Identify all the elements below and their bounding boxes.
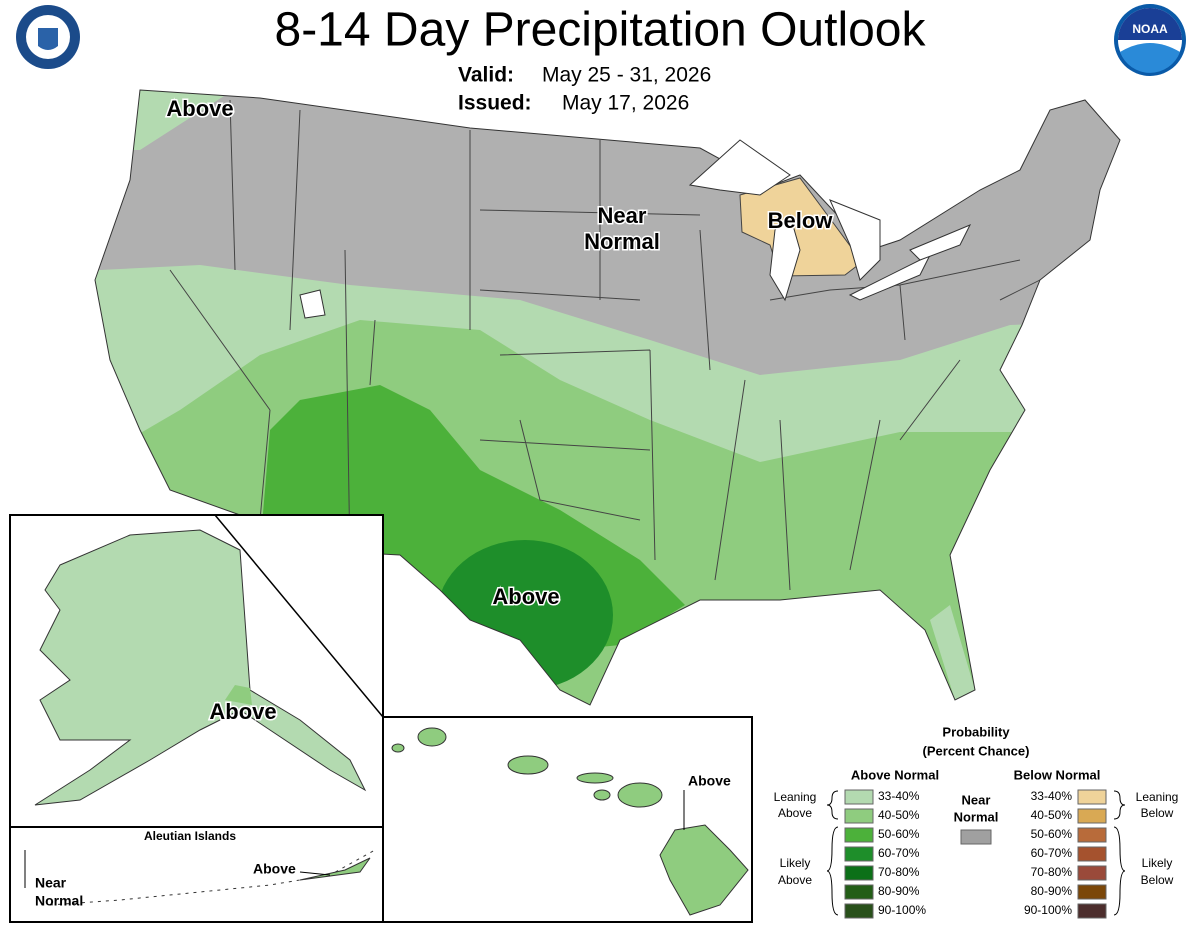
- map-label: Normal: [584, 229, 660, 254]
- map-label: Above: [492, 584, 559, 609]
- map-label: Above: [209, 699, 276, 724]
- legend-swatch: [1077, 903, 1107, 919]
- legend-swatch: [960, 829, 992, 845]
- alaska-map: [34, 529, 367, 806]
- bracket-label: Above: [778, 873, 812, 887]
- legend-swatch: [1077, 846, 1107, 862]
- legend-swatch: [844, 903, 874, 919]
- brackets: [826, 790, 1126, 916]
- bracket-label: Leaning: [774, 790, 817, 804]
- legend-swatch: [1077, 789, 1107, 805]
- legend-label: 80-90%: [1031, 884, 1073, 898]
- map-label: Above: [688, 773, 731, 789]
- great-lakes: [299, 139, 972, 319]
- legend-swatch: [844, 865, 874, 881]
- legend-title: Probability: [942, 724, 1010, 739]
- title: 8-14 Day Precipitation Outlook: [275, 4, 927, 57]
- legend-swatch: [1077, 865, 1107, 881]
- legend-heading: Below Normal: [1014, 767, 1101, 782]
- valid-dates: May 25 - 31, 2026: [542, 64, 711, 87]
- bracket-label: Below: [1141, 806, 1174, 820]
- bracket-label: Likely: [1142, 856, 1173, 870]
- legend-label: 50-60%: [878, 827, 920, 841]
- map-label: Below: [768, 208, 834, 233]
- legend-label: 40-50%: [878, 808, 920, 822]
- noaa-text: NOAA: [1132, 22, 1168, 36]
- legend-label: 70-80%: [1031, 865, 1073, 879]
- noaa-logo: NOAA: [1114, 4, 1186, 76]
- aleutian-above-area: [299, 857, 371, 881]
- legend-label: 70-80%: [878, 865, 920, 879]
- legend-swatch: [844, 808, 874, 824]
- legend-label: 80-90%: [878, 884, 920, 898]
- map-label: Near: [35, 875, 67, 891]
- inset-connector: [214, 514, 384, 718]
- legend: Probability (Percent Chance) Above Norma…: [774, 724, 1179, 919]
- aleutian-islands: [49, 849, 376, 906]
- legend-swatch: [844, 827, 874, 843]
- bracket-label: Above: [778, 806, 812, 820]
- legend-label: 50-60%: [1031, 827, 1073, 841]
- inset-title: Aleutian Islands: [144, 829, 236, 843]
- legend-swatch: [844, 846, 874, 862]
- legend-label: 33-40%: [878, 789, 920, 803]
- legend-swatch: [844, 884, 874, 900]
- bracket-label: Leaning: [1136, 790, 1179, 804]
- legend-swatch: [1077, 808, 1107, 824]
- legend-label: 40-50%: [1031, 808, 1073, 822]
- map-label: Above: [253, 861, 296, 877]
- legend-swatch: [1077, 884, 1107, 900]
- legend-swatch: [1077, 827, 1107, 843]
- pointer: [299, 871, 331, 876]
- hawaii-islands: [391, 727, 749, 916]
- map-label: Near: [598, 203, 647, 228]
- doc-seal: [16, 5, 80, 69]
- issued-date: May 17, 2026: [562, 92, 689, 115]
- bracket-label: Likely: [780, 856, 811, 870]
- legend-label: 33-40%: [1031, 789, 1073, 803]
- legend-label: 90-100%: [878, 903, 926, 917]
- legend-label: 60-70%: [1031, 846, 1073, 860]
- legend-heading: Above Normal: [851, 767, 939, 782]
- map-label: Normal: [35, 893, 83, 909]
- legend-swatch: [844, 789, 874, 805]
- legend-subtitle: (Percent Chance): [923, 743, 1030, 758]
- bracket-label: Below: [1141, 873, 1174, 887]
- legend-label: 90-100%: [1024, 903, 1072, 917]
- issued-label: Issued:: [458, 92, 532, 115]
- legend-heading: Near: [962, 792, 991, 807]
- legend-label: 60-70%: [878, 846, 920, 860]
- map-label: Above: [166, 96, 233, 121]
- valid-label: Valid:: [458, 64, 514, 87]
- legend-heading: Normal: [954, 809, 999, 824]
